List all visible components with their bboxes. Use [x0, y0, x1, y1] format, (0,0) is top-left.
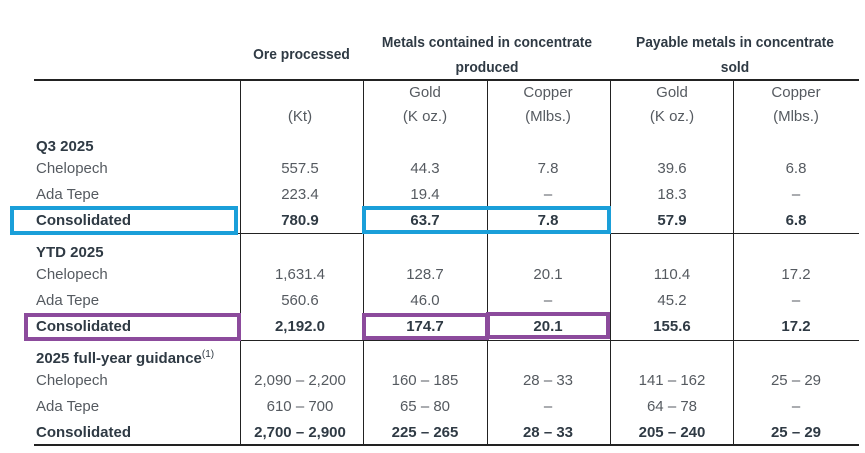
header-metals-line1: Metals contained in concentrate — [381, 34, 593, 51]
column-unit: (Kt) — [287, 108, 313, 125]
table-cell: 174.7 — [406, 318, 444, 335]
table-cell: 141 – 162 — [638, 372, 706, 389]
table-cell: 65 – 80 — [399, 398, 451, 415]
header-payable-line2: sold — [720, 59, 750, 76]
section-divider — [34, 340, 859, 341]
table-cell: 780.9 — [281, 212, 319, 229]
header-rule — [34, 79, 859, 81]
table-cell: 128.7 — [406, 266, 444, 283]
table-cell: 17.2 — [781, 266, 811, 283]
table-cell: – — [543, 292, 553, 309]
row-label: Consolidated — [36, 212, 132, 229]
table-cell: 155.6 — [653, 318, 691, 335]
row-label: Chelopech — [36, 160, 108, 177]
table-cell: 20.1 — [533, 266, 563, 283]
highlight-box-purple — [362, 313, 489, 340]
table-cell: 39.6 — [657, 160, 687, 177]
table-cell: 46.0 — [410, 292, 440, 309]
table-cell: 223.4 — [281, 186, 319, 203]
table-cell: 6.8 — [785, 160, 807, 177]
highlight-box-purple — [24, 313, 241, 341]
column-divider — [733, 81, 734, 445]
table-cell: 17.2 — [781, 318, 811, 335]
row-label: Ada Tepe — [36, 398, 100, 415]
table-cell: – — [543, 186, 553, 203]
column-unit: (K oz.) — [649, 108, 695, 125]
table-cell: 7.8 — [537, 212, 559, 229]
column-divider — [610, 81, 611, 445]
bottom-rule — [34, 444, 859, 446]
table-cell: 45.2 — [657, 292, 687, 309]
header-ore-processed: Ore processed — [253, 46, 350, 63]
table-cell: 6.8 — [785, 212, 807, 229]
column-metal-name: Gold — [409, 84, 441, 101]
table-cell: 557.5 — [281, 160, 319, 177]
table-cell: 25 – 29 — [770, 372, 822, 389]
column-metal-name: Copper — [523, 84, 573, 101]
table-cell: – — [791, 186, 801, 203]
table-cell: 160 – 185 — [391, 372, 459, 389]
footnote-marker: (1) — [201, 349, 215, 360]
header-metals-line2: produced — [455, 59, 519, 76]
row-label: Consolidated — [36, 424, 132, 441]
column-metal-name: Copper — [771, 84, 821, 101]
table-cell: 2,090 – 2,200 — [254, 372, 346, 389]
section-title: Q3 2025 — [36, 130, 94, 160]
column-unit: (Mlbs.) — [525, 108, 571, 125]
section-title: 2025 full-year guidance(1) — [36, 342, 214, 372]
table-cell: 20.1 — [533, 318, 563, 335]
section-title-text: Q3 2025 — [36, 138, 94, 155]
header-metals-contained: Metals contained in concentrate produced — [366, 30, 607, 80]
column-unit: (K oz.) — [402, 108, 448, 125]
table-cell: 57.9 — [657, 212, 687, 229]
table-cell: 28 – 33 — [522, 424, 574, 441]
header-payable-metals: Payable metals in concentrate sold — [620, 30, 850, 80]
highlight-box-purple — [486, 312, 610, 339]
column-metal-name: Gold — [656, 84, 688, 101]
table-cell: – — [791, 292, 801, 309]
table-cell: 63.7 — [410, 212, 440, 229]
table-cell: 28 – 33 — [522, 372, 574, 389]
row-label: Ada Tepe — [36, 292, 100, 309]
highlight-box-blue — [362, 206, 611, 234]
column-divider — [363, 81, 364, 445]
table-cell: 64 – 78 — [646, 398, 698, 415]
header-payable-line1: Payable metals in concentrate — [636, 34, 834, 51]
highlight-box-blue — [10, 206, 238, 235]
section-title-text: YTD 2025 — [36, 244, 104, 261]
table-cell: 610 – 700 — [266, 398, 334, 415]
table-cell: 19.4 — [410, 186, 440, 203]
table-cell: 110.4 — [653, 266, 691, 283]
section-title: YTD 2025 — [36, 236, 104, 266]
column-divider — [487, 81, 488, 445]
table-cell: 18.3 — [657, 186, 687, 203]
table-cell: – — [791, 398, 801, 415]
table-cell: – — [543, 398, 553, 415]
row-label: Ada Tepe — [36, 186, 100, 203]
section-title-text: 2025 full-year guidance — [36, 350, 202, 367]
table-cell: 7.8 — [537, 160, 559, 177]
column-unit: (Mlbs.) — [773, 108, 819, 125]
table-cell: 205 – 240 — [638, 424, 706, 441]
row-label: Chelopech — [36, 266, 108, 283]
row-label: Consolidated — [36, 318, 132, 335]
column-divider — [240, 81, 241, 445]
row-label: Chelopech — [36, 372, 108, 389]
table-cell: 2,192.0 — [274, 318, 326, 335]
table-cell: 560.6 — [281, 292, 319, 309]
table-cell: 225 – 265 — [391, 424, 459, 441]
table-cell: 25 – 29 — [770, 424, 822, 441]
table-cell: 44.3 — [410, 160, 440, 177]
table-cell: 1,631.4 — [274, 266, 326, 283]
table-cell: 2,700 – 2,900 — [254, 424, 346, 441]
